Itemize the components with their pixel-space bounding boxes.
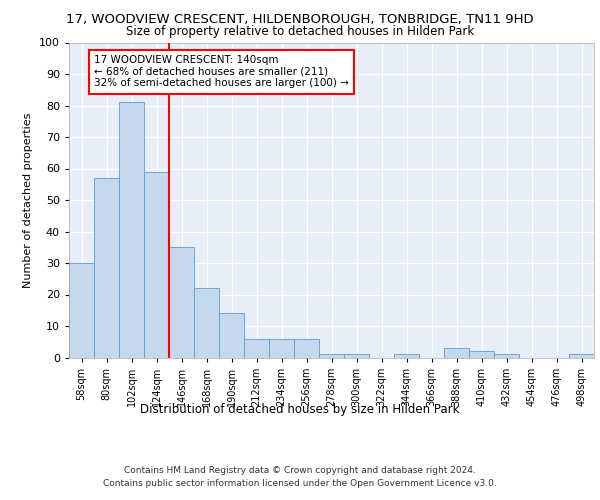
- Bar: [394, 354, 419, 358]
- Bar: [94, 178, 119, 358]
- Text: Size of property relative to detached houses in Hilden Park: Size of property relative to detached ho…: [126, 25, 474, 38]
- Bar: [194, 288, 219, 358]
- Bar: [469, 351, 494, 358]
- Bar: [444, 348, 469, 358]
- Bar: [269, 338, 294, 357]
- Bar: [569, 354, 594, 358]
- Bar: [219, 314, 244, 358]
- Bar: [344, 354, 369, 358]
- Bar: [119, 102, 144, 358]
- Bar: [244, 338, 269, 357]
- Bar: [319, 354, 344, 358]
- Bar: [144, 172, 169, 358]
- Text: 17 WOODVIEW CRESCENT: 140sqm
← 68% of detached houses are smaller (211)
32% of s: 17 WOODVIEW CRESCENT: 140sqm ← 68% of de…: [94, 55, 349, 88]
- Text: Distribution of detached houses by size in Hilden Park: Distribution of detached houses by size …: [140, 402, 460, 415]
- Text: 17, WOODVIEW CRESCENT, HILDENBOROUGH, TONBRIDGE, TN11 9HD: 17, WOODVIEW CRESCENT, HILDENBOROUGH, TO…: [66, 12, 534, 26]
- Text: Contains HM Land Registry data © Crown copyright and database right 2024.: Contains HM Land Registry data © Crown c…: [124, 466, 476, 475]
- Bar: [494, 354, 519, 358]
- Text: Contains public sector information licensed under the Open Government Licence v3: Contains public sector information licen…: [103, 479, 497, 488]
- Y-axis label: Number of detached properties: Number of detached properties: [23, 112, 34, 288]
- Bar: [169, 247, 194, 358]
- Bar: [69, 263, 94, 358]
- Bar: [294, 338, 319, 357]
